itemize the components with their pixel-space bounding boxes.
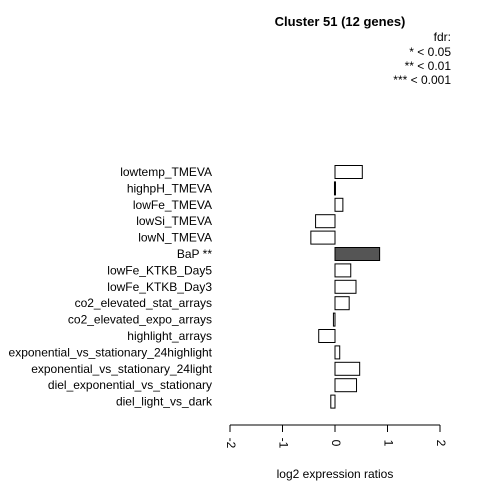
bar-3 bbox=[315, 214, 336, 229]
bar-0 bbox=[334, 165, 363, 179]
bar-9 bbox=[332, 312, 336, 327]
x-axis-title: log2 expression ratios bbox=[277, 467, 394, 481]
legend: fdr: * < 0.05 ** < 0.01 *** < 0.001 bbox=[393, 30, 451, 87]
bar-12 bbox=[334, 361, 361, 376]
category-label-14: diel_light_vs_dark bbox=[116, 395, 213, 409]
x-tick-label-2: 0 bbox=[329, 440, 343, 447]
category-label-10: highlight_arrays bbox=[127, 329, 212, 343]
x-axis: -2 -1 0 1 2 bbox=[224, 424, 448, 449]
bar-5 bbox=[334, 247, 381, 261]
bar-1 bbox=[333, 181, 336, 196]
legend-entry-3: *** < 0.001 bbox=[393, 73, 451, 87]
x-tick-label-0: -2 bbox=[224, 438, 238, 449]
bar-8 bbox=[334, 296, 350, 311]
x-tick-label-3: 1 bbox=[381, 440, 395, 447]
category-label-3: lowSi_TMEVA bbox=[136, 214, 212, 228]
category-label-8: co2_elevated_stat_arrays bbox=[75, 296, 212, 310]
category-label-11: exponential_vs_stationary_24highlight bbox=[9, 345, 213, 359]
bar-14 bbox=[330, 394, 336, 409]
bar-6 bbox=[334, 263, 352, 278]
category-label-7: lowFe_KTKB_Day3 bbox=[107, 280, 212, 294]
bar-10 bbox=[318, 329, 336, 343]
category-label-2: lowFe_TMEVA bbox=[133, 198, 212, 212]
category-labels: lowtemp_TMEVA highpH_TMEVA lowFe_TMEVA lowS… bbox=[9, 165, 213, 409]
x-tick-label-1: -1 bbox=[276, 438, 290, 449]
category-label-5: BaP ** bbox=[177, 247, 212, 261]
x-tick-label-4: 2 bbox=[434, 440, 448, 447]
category-label-13: diel_exponential_vs_stationary bbox=[48, 378, 212, 392]
category-label-1: highpH_TMEVA bbox=[127, 181, 212, 195]
bar-2 bbox=[334, 197, 344, 212]
bar-11 bbox=[334, 345, 341, 360]
category-label-6: lowFe_KTKB_Day5 bbox=[107, 263, 212, 277]
bar-7 bbox=[334, 279, 357, 294]
category-label-9: co2_elevated_expo_arrays bbox=[68, 313, 212, 327]
category-label-12: exponential_vs_stationary_24light bbox=[31, 362, 212, 376]
bars-group bbox=[310, 165, 381, 409]
category-label-0: lowtemp_TMEVA bbox=[120, 165, 212, 179]
bar-4 bbox=[310, 230, 336, 245]
legend-entry-1: * < 0.05 bbox=[409, 45, 451, 59]
legend-title: fdr: bbox=[434, 30, 451, 44]
chart-title: Cluster 51 (12 genes) bbox=[275, 14, 406, 29]
category-label-4: lowN_TMEVA bbox=[138, 231, 212, 245]
legend-entry-2: ** < 0.01 bbox=[405, 59, 452, 73]
bar-13 bbox=[334, 378, 358, 393]
